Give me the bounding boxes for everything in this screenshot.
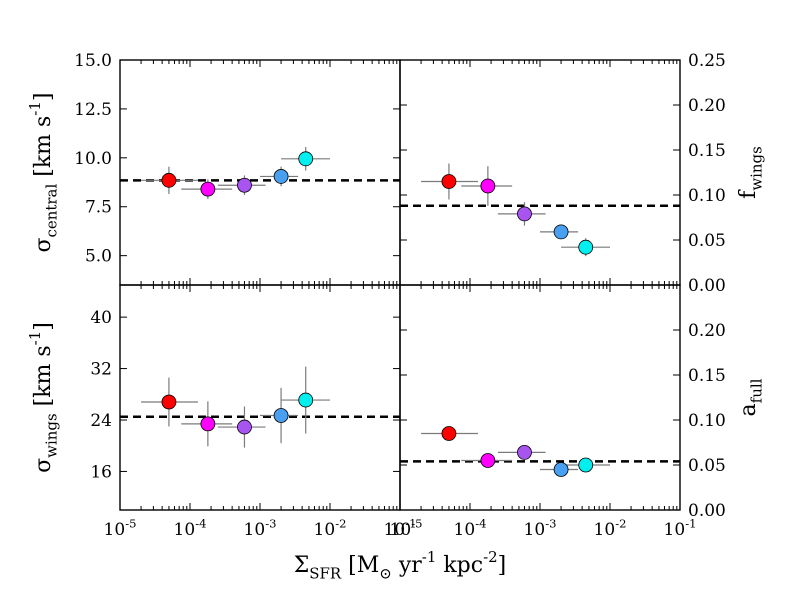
x-tick-label: 10-5 <box>104 516 137 540</box>
f-wings-frame <box>399 59 681 286</box>
f-wings-point-blue <box>553 224 569 240</box>
x-tick-label: 10-3 <box>244 516 277 540</box>
sigma-wings-ytick-label: 32 <box>90 360 112 380</box>
f-wings-point-red <box>441 174 457 189</box>
sigma-wings-point-cyan <box>298 392 314 408</box>
sigma-wings-ytick-label: 40 <box>90 308 112 328</box>
f-wings-point-purple <box>517 206 532 222</box>
a-full-ytick-label: 0.05 <box>688 456 726 476</box>
a-full-ytick-label: 0.10 <box>688 411 726 431</box>
sigma-wings-point-magenta <box>200 416 216 432</box>
sigma-central-ytick-label: 5.0 <box>85 247 112 267</box>
sigma-wings-ytick-label: 16 <box>90 462 112 482</box>
x-tick-label: 10-2 <box>594 516 627 540</box>
f-wings-point-cyan <box>578 239 594 255</box>
a-full-point-purple <box>517 444 532 460</box>
sigma-central-ytick-label: 15.0 <box>74 51 112 71</box>
sigma-wings-point-purple <box>237 419 252 435</box>
a-full-point-red <box>441 426 457 441</box>
x-axis-label: ΣSFR [M⊙ yr-1 kpc-2] <box>294 548 507 583</box>
sigma-central-ylabel: σcentral [km s-1] <box>26 93 61 253</box>
x-tick-label: 10-2 <box>314 516 347 540</box>
sigma-wings-frame <box>119 284 401 511</box>
f-wings-point-magenta <box>480 178 496 194</box>
sigma-central-ytick-label: 12.5 <box>74 100 112 120</box>
panel-a-full: 0.00 0.05 0.10 0.15 0.20 afull <box>399 284 766 521</box>
sigma-wings-ytick-label: 24 <box>90 411 112 431</box>
sigma-central-ytick-label: 7.5 <box>85 198 112 218</box>
x-tick-label: 10-4 <box>174 516 207 540</box>
a-full-ytick-label: 0.00 <box>688 501 726 521</box>
sigma-wings-point-blue <box>273 408 289 423</box>
sigma-central-ytick-label: 10.0 <box>74 149 112 169</box>
sigma-wings-point-red <box>161 394 177 410</box>
f-wings-ytick-label: 0.15 <box>688 141 726 161</box>
a-full-ytick-label: 0.15 <box>688 366 726 386</box>
x-tick-label-overlap: 10-5 <box>390 516 423 540</box>
f-wings-ylabel: fwings <box>736 146 766 199</box>
sigma-central-point-blue <box>273 169 289 184</box>
a-full-frame <box>399 284 681 511</box>
a-full-point-magenta <box>480 453 496 468</box>
a-full-point-blue <box>553 462 569 477</box>
a-full-point-cyan <box>578 457 594 473</box>
x-tick-label: 10-1 <box>664 516 697 540</box>
f-wings-ytick-label: 0.25 <box>688 51 726 71</box>
sigma-central-point-magenta <box>200 181 216 197</box>
panel-f-wings: 0.00 0.05 0.10 0.15 0.20 0.25 fwings <box>399 51 766 296</box>
a-full-ytick-label: 0.20 <box>688 321 726 341</box>
panel-sigma-central: 5.0 7.5 10.0 12.5 15.0 σcentral [km s-1] <box>26 51 401 286</box>
f-wings-ytick-label: 0.10 <box>688 186 726 206</box>
sigma-central-frame <box>119 59 401 286</box>
f-wings-ytick-label: 0.20 <box>688 96 726 116</box>
x-tick-label: 10-1 <box>384 516 417 540</box>
sigma-central-point-cyan <box>298 151 314 167</box>
f-wings-ytick-label: 0.00 <box>688 276 726 296</box>
x-tick-label: 10-3 <box>524 516 557 540</box>
sigma-central-point-red <box>161 172 177 188</box>
f-wings-ytick-label: 0.05 <box>688 231 726 251</box>
sigma-wings-ylabel: σwings [km s-1] <box>26 322 61 473</box>
sigma-central-point-purple <box>237 177 252 193</box>
panel-sigma-wings: 16 24 32 40 σwings [km s-1] <box>26 284 401 511</box>
x-tick-label: 10-4 <box>454 516 487 540</box>
a-full-ylabel: afull <box>736 378 766 416</box>
